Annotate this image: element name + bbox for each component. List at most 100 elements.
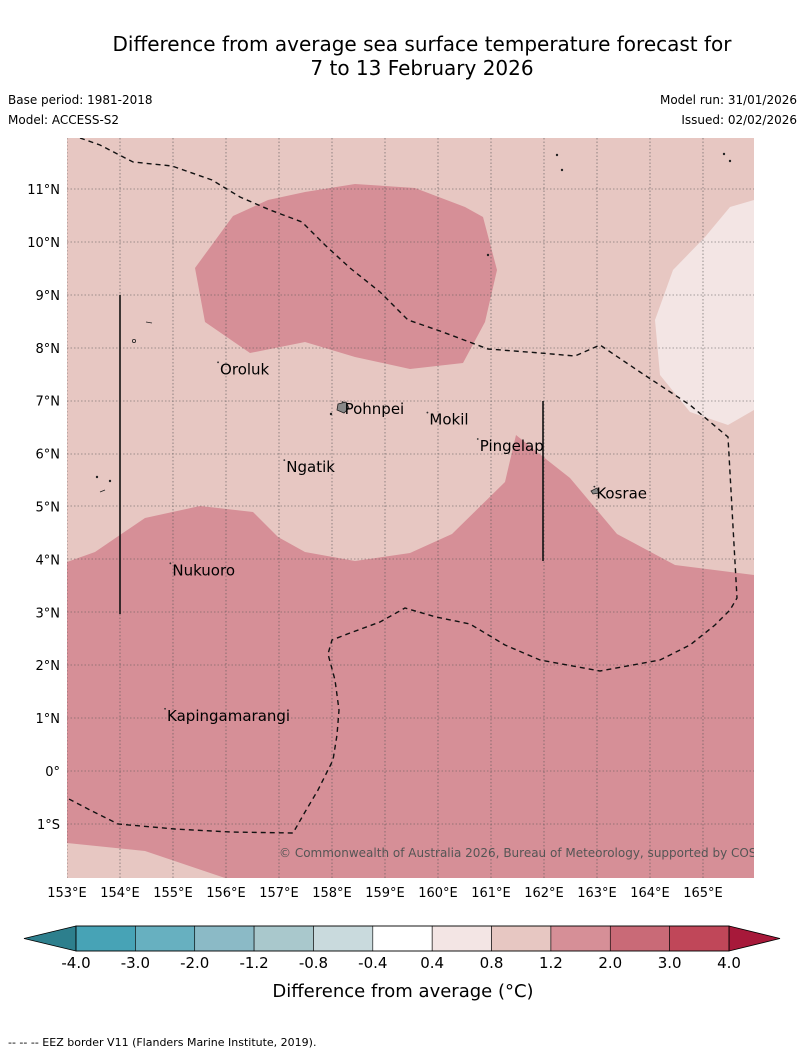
pohnpei-island bbox=[336, 401, 350, 414]
place-marker bbox=[164, 707, 166, 710]
title-line-1: Difference from average sea surface temp… bbox=[112, 32, 732, 56]
title-line-2: 7 to 13 February 2026 bbox=[310, 56, 534, 80]
map-area: Oroluk Pohnpei Mokil Pingelap Ngatik Kosrae Nu… bbox=[67, 138, 784, 878]
place-label: Kapingamarangi bbox=[167, 707, 290, 725]
colorbar-tick-label: 4.0 bbox=[717, 954, 741, 972]
colorbar-segment bbox=[550, 925, 611, 952]
lat-label: 5°N bbox=[36, 501, 61, 516]
model-name: Model: ACCESS-S2 bbox=[8, 113, 120, 127]
lon-label: 158°E bbox=[312, 886, 352, 901]
issued-date: Issued: 02/02/2026 bbox=[681, 113, 797, 127]
lat-label: 9°N bbox=[36, 289, 61, 304]
colorbar-segment bbox=[372, 925, 433, 952]
eez-borders bbox=[67, 138, 738, 834]
colorbar-tick-label: -3.0 bbox=[121, 954, 150, 972]
lat-label: 11°N bbox=[27, 183, 60, 198]
islet bbox=[145, 321, 153, 324]
islet bbox=[108, 479, 112, 483]
colorbar-tick-label: 1.2 bbox=[539, 954, 563, 972]
lat-label: 7°N bbox=[36, 395, 61, 410]
copyright-notice: © Commonwealth of Australia 2026, Bureau… bbox=[279, 846, 784, 860]
colorbar-tick-label: -4.0 bbox=[61, 954, 90, 972]
colorbar-segment bbox=[609, 925, 670, 952]
place-label: Kosrae bbox=[596, 485, 647, 503]
colorbar-tick-label: 3.0 bbox=[658, 954, 682, 972]
lon-label: 155°E bbox=[153, 886, 193, 901]
colorbar-tick-label: -0.4 bbox=[358, 954, 387, 972]
colorbar-segment bbox=[313, 925, 374, 952]
graticule bbox=[67, 138, 754, 878]
base-period: Base period: 1981-2018 bbox=[8, 93, 153, 107]
lon-label: 160°E bbox=[418, 886, 458, 901]
lat-label: 0° bbox=[45, 765, 60, 780]
lon-label: 154°E bbox=[100, 886, 140, 901]
lat-label: 10°N bbox=[27, 236, 60, 251]
lon-label: 165°E bbox=[683, 886, 723, 901]
colorbar-low-extend bbox=[23, 925, 77, 952]
lon-label: 164°E bbox=[630, 886, 670, 901]
colorbar-segment bbox=[194, 925, 255, 952]
sst-anomaly-map: Oroluk Pohnpei Mokil Pingelap Ngatik Kosrae Nu… bbox=[23, 138, 784, 1002]
place-marker bbox=[476, 438, 479, 440]
place-marker bbox=[169, 562, 172, 565]
colorbar-tick-label: 0.8 bbox=[480, 954, 504, 972]
colorbar-tick-label: -1.2 bbox=[239, 954, 268, 972]
colorbar-segment bbox=[253, 925, 314, 952]
place-label: Ngatik bbox=[286, 458, 335, 476]
lon-label: 156°E bbox=[206, 886, 246, 901]
islet bbox=[131, 338, 136, 343]
colorbar-segment bbox=[669, 925, 730, 952]
lat-label: 8°N bbox=[36, 342, 61, 357]
lon-label: 163°E bbox=[577, 886, 617, 901]
lon-label: 161°E bbox=[471, 886, 511, 901]
eez-legend-note: -- -- -- EEZ border V11 (Flanders Marine… bbox=[8, 1036, 317, 1049]
islet bbox=[722, 152, 726, 156]
longitude-labels: 153°E 154°E 155°E 156°E 157°E 158°E 159°E 160°E… bbox=[47, 886, 723, 901]
place-marker bbox=[341, 401, 344, 403]
place-marker bbox=[217, 361, 219, 364]
model-run: Model run: 31/01/2026 bbox=[659, 93, 797, 107]
colorbar-tick-label: 2.0 bbox=[598, 954, 622, 972]
lon-label: 153°E bbox=[47, 886, 87, 901]
place-label: Oroluk bbox=[220, 360, 269, 378]
colorbar-segment bbox=[431, 925, 492, 952]
colorbar-frame bbox=[75, 925, 730, 952]
islet bbox=[560, 168, 564, 172]
islet bbox=[329, 412, 333, 416]
colorbar-label: Difference from average (°C) bbox=[272, 981, 533, 1002]
chart-title: Difference from average sea surface temp… bbox=[0, 32, 804, 80]
lon-label: 157°E bbox=[259, 886, 299, 901]
lon-label: 162°E bbox=[524, 886, 564, 901]
colorbar-segment bbox=[135, 925, 196, 952]
anomaly-1.2-2.0-north bbox=[195, 184, 497, 369]
place-marker bbox=[426, 411, 429, 414]
islet bbox=[99, 489, 106, 493]
lat-label: 3°N bbox=[36, 606, 61, 621]
colorbar-segments bbox=[75, 925, 730, 952]
lat-label: 1°S bbox=[37, 818, 60, 833]
colorbar-segment bbox=[75, 925, 136, 952]
colorbar-tick-label: -0.8 bbox=[299, 954, 328, 972]
colorbar-ticks: -4.0 -3.0 -2.0 -1.2 -0.8 -0.4 0.4 0.8 1.2 2.0 3.0 4… bbox=[61, 954, 741, 972]
anomaly-1.2-2.0-south bbox=[67, 435, 754, 878]
lat-label: 2°N bbox=[36, 659, 61, 674]
place-label: Pingelap bbox=[480, 437, 544, 455]
lat-label: 6°N bbox=[36, 448, 61, 463]
place-marker bbox=[593, 485, 596, 488]
lon-label: 159°E bbox=[365, 886, 405, 901]
colorbar-high-extend bbox=[728, 925, 781, 952]
latitude-labels: 11°N 10°N 9°N 8°N 7°N 6°N 5°N 4°N 3°N 2°N 1°N 0° 1°S bbox=[27, 183, 60, 833]
islet bbox=[486, 253, 490, 257]
islet bbox=[555, 153, 559, 157]
anomaly-0.4-0.8-region bbox=[655, 200, 754, 425]
place-label: Mokil bbox=[429, 411, 468, 429]
islet bbox=[95, 475, 99, 479]
colorbar-tick-label: -2.0 bbox=[180, 954, 209, 972]
place-labels: Oroluk Pohnpei Mokil Pingelap Ngatik Kosrae Nu… bbox=[164, 360, 647, 725]
colorbar: -4.0 -3.0 -2.0 -1.2 -0.8 -0.4 0.4 0.8 1.2 2.0 3.0 4… bbox=[23, 925, 781, 1002]
place-label: Pohnpei bbox=[345, 400, 405, 418]
kosrae-island bbox=[590, 487, 600, 495]
colorbar-tick-label: 0.4 bbox=[420, 954, 444, 972]
lat-label: 4°N bbox=[36, 553, 61, 568]
lat-label: 1°N bbox=[36, 712, 61, 727]
